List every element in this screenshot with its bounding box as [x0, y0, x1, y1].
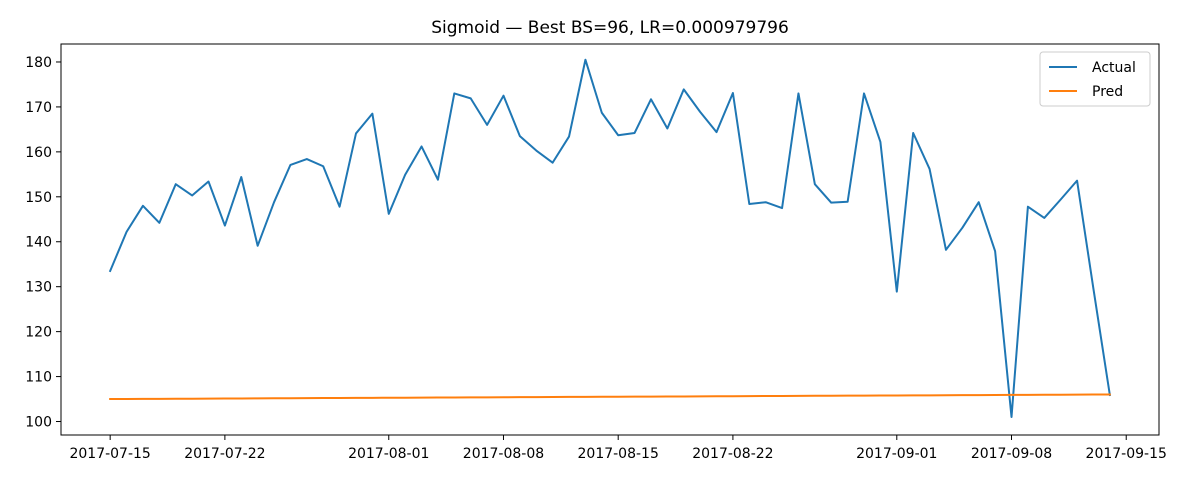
series-pred — [109, 393, 1111, 401]
legend: Actual Pred — [1039, 51, 1151, 107]
series-line-pred — [109, 393, 1111, 401]
y-tick-label: 150 — [25, 190, 52, 206]
y-tick-label: 110 — [25, 370, 52, 386]
y-tick-label: 180 — [25, 55, 52, 71]
series-line-actual — [108, 58, 1111, 419]
x-tick-label: 2017-08-15 — [578, 446, 659, 462]
y-tick-label: 100 — [25, 415, 52, 431]
y-tick-label: 160 — [25, 145, 52, 161]
legend-label-actual: Actual — [1092, 60, 1136, 76]
x-tick-label: 2017-08-08 — [463, 446, 544, 462]
axes: 100 110 120 130 140 150 160 170 180 2017-07-15 201… — [25, 43, 1167, 462]
x-tick-label: 2017-07-22 — [184, 446, 265, 462]
plot-frame — [60, 43, 1160, 436]
x-tick-label: 2017-09-01 — [856, 446, 937, 462]
x-tick-label: 2017-09-08 — [971, 446, 1052, 462]
y-tick-label: 120 — [25, 325, 52, 341]
legend-label-pred: Pred — [1092, 84, 1123, 100]
y-tick-label: 170 — [25, 100, 52, 116]
legend-box — [1039, 51, 1151, 107]
x-tick-label: 2017-08-22 — [692, 446, 773, 462]
chart-title: Sigmoid — Best BS=96, LR=0.000979796 — [431, 18, 789, 38]
plot-area — [108, 58, 1111, 419]
y-tick-label: 130 — [25, 280, 52, 296]
x-tick-label: 2017-07-15 — [69, 446, 150, 462]
x-tick-label: 2017-08-01 — [348, 446, 429, 462]
y-tick-label: 140 — [25, 235, 52, 251]
x-tick-label: 2017-09-15 — [1086, 446, 1167, 462]
series-actual — [108, 58, 1111, 419]
